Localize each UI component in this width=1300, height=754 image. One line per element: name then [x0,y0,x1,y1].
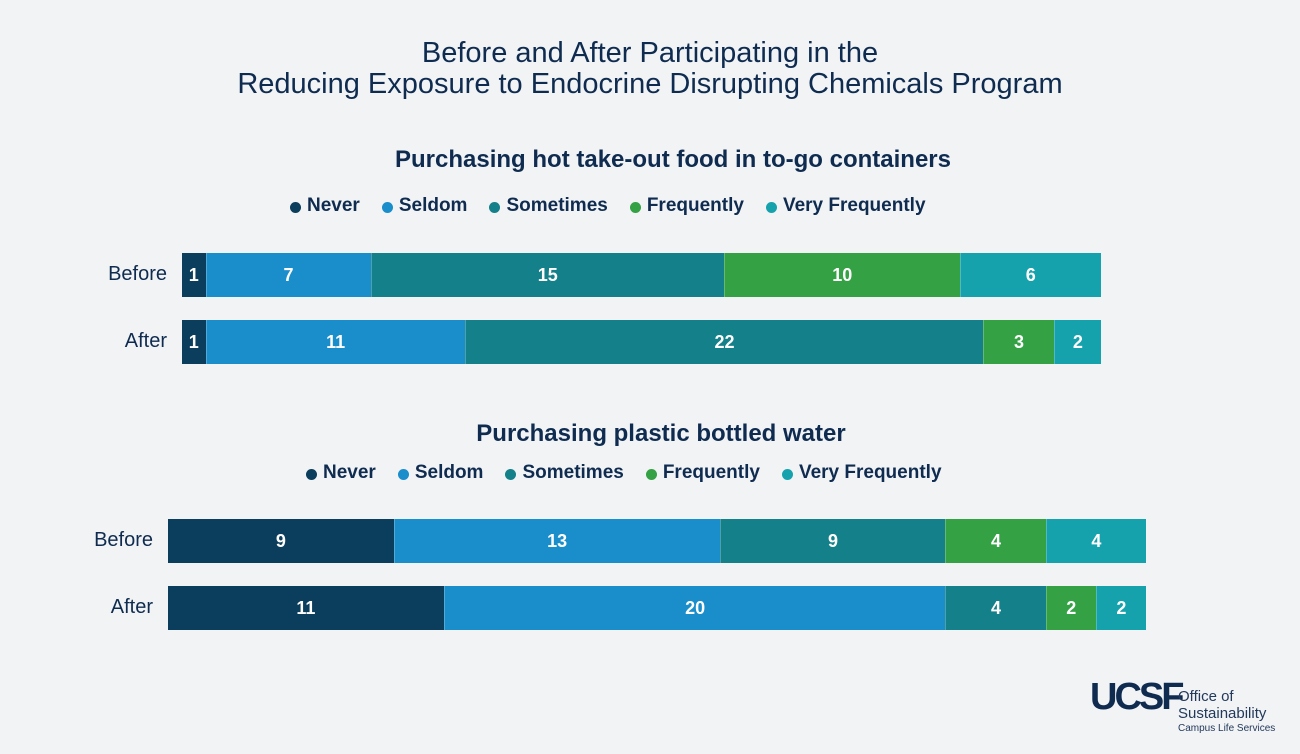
data-label: 11 [326,331,346,352]
legend-item-never: Never [306,462,376,484]
bar-row-after: 11 20 4 2 2 [168,586,1146,630]
legend-dot-frequently [645,469,657,480]
data-label: 10 [832,264,853,285]
legend-item-frequently: Frequently [645,462,760,484]
legend-label-sometimes: Sometimes [506,195,608,216]
chart-title-takeout: Purchasing hot take-out food in to-go co… [395,146,951,173]
legend-label-frequently: Frequently [662,462,760,483]
row-label-after: After [124,330,167,352]
bar-row-before: 1 7 15 10 6 [182,253,1101,297]
bar-segment-before-sometimes: 15 [370,253,724,297]
bar-segment-after-very-frequently: 2 [1095,586,1146,630]
bar-segment-after-seldom: 20 [443,586,946,630]
bar-row-after: 1 11 22 3 2 [182,320,1101,364]
data-label: 20 [685,597,706,618]
logo-line-sustainability: Sustainability [1178,705,1267,722]
legend-takeout: Never Seldom Sometimes Frequently Very Frequ… [290,195,926,217]
legend-dot-never [290,202,301,213]
bar-segment-after-sometimes: 22 [464,320,984,364]
data-label: 15 [537,264,558,285]
legend-label-seldom: Seldom [398,195,468,216]
legend-item-never: Never [290,195,360,217]
data-label: 22 [714,331,735,352]
ucsf-logo-mark: UCSF [1090,676,1184,718]
legend-item-very-frequently: Very Frequently [765,195,926,217]
ucsf-logo: UCSF Office of Sustainability Campus Lif… [1090,676,1290,742]
logo-text: Office of Sustainability Campus Life Ser… [1178,688,1275,736]
data-label: 6 [1025,264,1036,285]
legend-item-sometimes: Sometimes [505,462,624,484]
legend-label-seldom: Seldom [414,462,484,483]
legend-dot-frequently [629,202,641,213]
legend-item-sometimes: Sometimes [489,195,608,217]
bar-segment-after-never: 11 [168,586,444,630]
row-label-before: Before [108,263,167,285]
legend-dot-sometimes [489,202,501,213]
bar-segment-after-very-frequently: 2 [1053,320,1101,364]
legend-item-seldom: Seldom [397,462,484,484]
legend-dot-never [306,469,317,480]
bar-segment-before-frequently: 4 [945,519,1046,563]
legend-item-seldom: Seldom [381,195,468,217]
bar-segment-after-sometimes: 4 [945,586,1046,630]
data-label: 2 [1072,331,1083,352]
bar-segment-before-seldom: 13 [393,519,720,563]
legend-dot-sometimes [505,469,517,480]
bar-segment-before-never: 9 [168,519,394,563]
bar-segment-before-very-frequently: 6 [959,253,1101,297]
data-label: 9 [275,530,286,551]
legend-dot-very-frequently [765,202,777,213]
legend-dot-seldom [381,202,393,213]
bar-segment-before-frequently: 10 [723,253,960,297]
data-label: 13 [547,530,568,551]
bar-segment-before-never: 1 [182,253,206,297]
bar-row-before: 9 13 9 4 4 [168,519,1146,563]
legend-dot-very-frequently [781,469,793,480]
data-label: 2 [1066,597,1077,618]
data-label: 4 [991,597,1002,618]
bar-segment-after-frequently: 2 [1045,586,1096,630]
legend-item-frequently: Frequently [629,195,744,217]
data-label: 11 [296,597,316,618]
bar-segment-before-seldom: 7 [205,253,371,297]
logo-line-office: Office of [1178,688,1234,705]
data-label: 1 [188,264,199,285]
data-label: 4 [991,530,1002,551]
data-label: 1 [188,331,199,352]
bar-segment-before-sometimes: 9 [719,519,946,563]
chart-title-bottled-water: Purchasing plastic bottled water [476,420,846,447]
legend-label-never: Never [323,462,376,483]
bar-segment-after-seldom: 11 [205,320,465,364]
row-label-before: Before [94,529,153,551]
data-label: 3 [1014,331,1025,352]
main-title: Before and After Participating in the Re… [0,38,1300,100]
logo-line-campus-life: Campus Life Services [1178,723,1276,734]
bar-segment-before-very-frequently: 4 [1045,519,1146,563]
row-label-after: After [110,596,153,618]
data-label: 2 [1116,597,1127,618]
legend-item-very-frequently: Very Frequently [781,462,942,484]
main-title-line1: Before and After Participating in the [421,37,879,69]
data-label: 9 [828,530,839,551]
legend-label-frequently: Frequently [646,195,744,216]
legend-label-very-frequently: Very Frequently [782,195,926,216]
legend-dot-seldom [397,469,409,480]
bar-segment-after-never: 1 [182,320,206,364]
legend-label-never: Never [307,195,360,216]
legend-label-sometimes: Sometimes [522,462,624,483]
legend-label-very-frequently: Very Frequently [798,462,942,483]
bar-segment-after-frequently: 3 [983,320,1054,364]
data-label: 4 [1091,530,1102,551]
main-title-line2: Reducing Exposure to Endocrine Disruptin… [237,68,1063,100]
legend-bottled-water: Never Seldom Sometimes Frequently Very Frequ… [306,462,942,484]
data-label: 7 [283,264,294,285]
